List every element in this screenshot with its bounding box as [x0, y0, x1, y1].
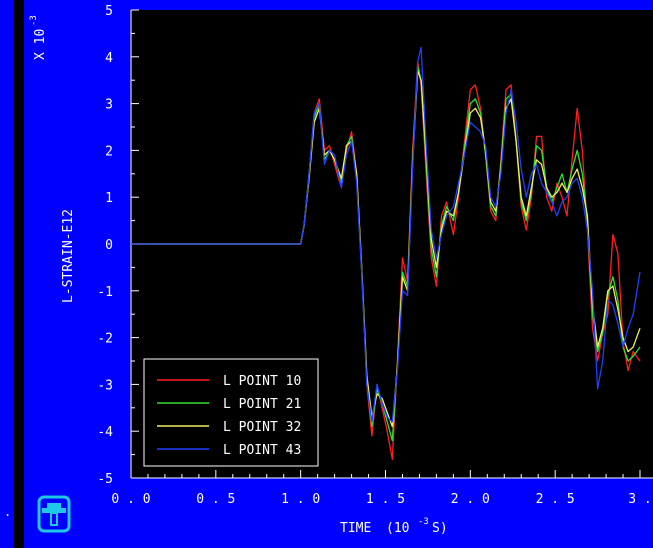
x-tick-label: 2 . 0 [451, 492, 490, 507]
x-axis-label-main: TIME [340, 521, 371, 536]
legend-label: L POINT 21 [223, 397, 301, 412]
y-tick-label: -4 [97, 425, 113, 440]
x-tick-label: 0 . 5 [196, 492, 235, 507]
legend-label: L POINT 10 [223, 374, 301, 389]
x-axis-label: TIME (10 -3 S) [340, 517, 448, 536]
y-tick-label: -2 [97, 332, 113, 347]
x-tick-label: 1 . 5 [366, 492, 405, 507]
sandia-thunderbird-logo [37, 495, 71, 533]
left-panel [0, 0, 14, 548]
y-tick-label: -3 [97, 378, 113, 393]
legend-label: L POINT 43 [223, 443, 301, 458]
y-tick-label: 5 [105, 4, 113, 19]
x-tick-label: 0 . 0 [111, 492, 150, 507]
y-tick-label: 1 [105, 191, 113, 206]
legend-items: L POINT 10 L POINT 21 L POINT 32 L POINT 43 [157, 374, 301, 458]
x-axis-label-unit: (10 [386, 521, 409, 536]
y-tick-label: 3 [105, 98, 113, 113]
series-line-l-point-43 [131, 46, 641, 423]
x-tick-label: 1 . 0 [281, 492, 320, 507]
x-axis-label-tail: S) [432, 521, 448, 536]
legend: L POINT 10 L POINT 21 L POINT 32 L POINT 43 [143, 358, 319, 467]
y-tick-label: -5 [97, 472, 113, 487]
y-tick-label: -1 [97, 285, 113, 300]
y-multiplier: X 10 -3 [29, 15, 48, 60]
y-axis-ticks: 5 4 3 2 1 0 -1 -2 -3 -4 -5 [97, 4, 139, 487]
x-tick-label: 3 . [628, 492, 651, 507]
y-tick-label: 4 [105, 51, 113, 66]
series-layer [131, 46, 641, 460]
legend-label: L POINT 32 [223, 420, 301, 435]
y-axis-label: L-STRAIN-E12 [61, 209, 76, 303]
y-multiplier-exponent: -3 [29, 15, 39, 26]
y-tick-label: 2 [105, 144, 113, 159]
left-panel-text: . [4, 505, 11, 519]
y-tick-label: 0 [105, 238, 113, 253]
x-axis-label-exponent: -3 [418, 517, 429, 527]
legend-box [143, 358, 319, 467]
y-multiplier-main: X 10 [33, 29, 48, 60]
x-tick-label: 2 . 5 [536, 492, 575, 507]
x-axis-ticks: 0 . 0 0 . 5 1 . 0 1 . 5 2 . 0 2 . 5 3 . [111, 470, 652, 507]
